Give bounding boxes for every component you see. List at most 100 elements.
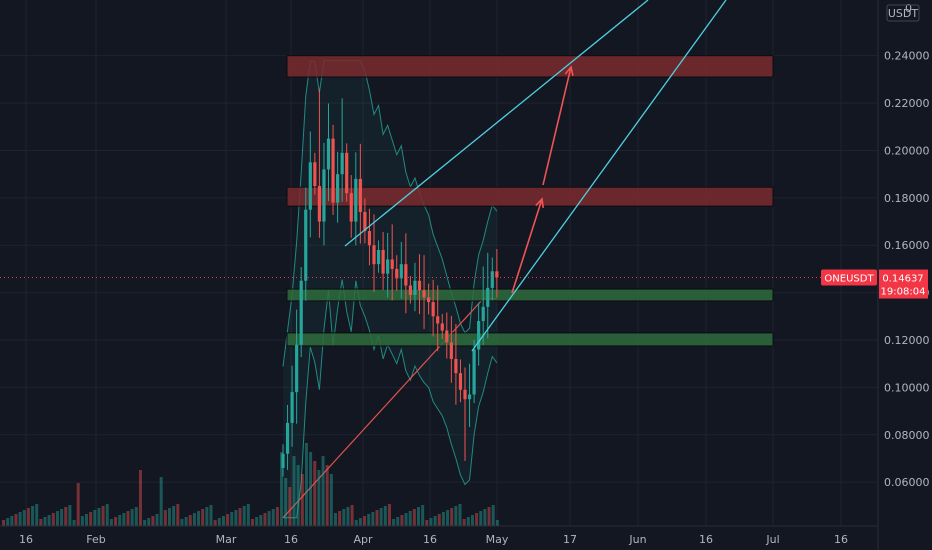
time-tick-label: Jun (628, 533, 646, 546)
candle-body (431, 302, 435, 317)
volume-bar (180, 519, 184, 526)
candle-body (317, 185, 321, 222)
volume-bar (313, 461, 317, 526)
volume-bar (101, 506, 105, 526)
volume-bar (412, 509, 416, 526)
currency-badge[interactable] (886, 4, 920, 22)
volume-bar (342, 509, 346, 526)
time-tick-label: Feb (86, 533, 105, 546)
candle-body (290, 392, 294, 423)
volume-bar (334, 513, 337, 526)
volume-bar (93, 510, 97, 526)
volume-bar (163, 510, 167, 526)
price-tick-label: 0.24000 (884, 50, 930, 63)
candle-body (399, 264, 403, 279)
price-tick-label: 0.10000 (884, 381, 930, 394)
volume-bar (350, 505, 354, 526)
volume-bar (76, 483, 80, 526)
volume-bar (188, 515, 192, 526)
candle-body (427, 297, 431, 303)
candle-body (285, 422, 290, 454)
volume-bar (176, 504, 180, 526)
volume-bar (43, 517, 47, 526)
price-tick-label: 0.18000 (884, 192, 930, 205)
time-tick-label: Apr (353, 533, 373, 546)
volume-bar (325, 465, 329, 526)
volume-bar (105, 504, 109, 526)
volume-bar (392, 519, 396, 526)
volume-bar (387, 504, 391, 526)
volume-bar (292, 456, 296, 526)
volume-bar (201, 509, 205, 526)
trendline-upper[interactable] (344, 0, 649, 247)
candle-body (345, 152, 349, 194)
volume-bar (226, 514, 230, 526)
volume-bar (97, 508, 101, 526)
time-tick-label: Jul (765, 533, 779, 546)
price-badge[interactable] (879, 269, 928, 299)
volume-bar (329, 474, 333, 526)
volume-bar (271, 509, 275, 526)
volume-bar (246, 504, 250, 526)
price-tick-label: 0.16000 (884, 239, 930, 252)
volume-bar (321, 456, 325, 526)
price-tick-label: 0.20000 (884, 144, 930, 157)
time-tick-label: 17 (563, 533, 577, 546)
volume-bar (483, 509, 487, 526)
volume-bar (433, 516, 437, 526)
candle-body (308, 162, 312, 210)
moving-average-line (282, 298, 497, 519)
volume-bar (383, 506, 387, 526)
trendline-lower[interactable] (471, 0, 727, 352)
resistance-zone[interactable] (286, 186, 774, 207)
projection-arrow-1[interactable] (511, 198, 543, 294)
volume-bar (89, 512, 93, 526)
volume-bar (304, 443, 308, 526)
candle-body (326, 138, 331, 170)
time-tick-label: 16 (284, 533, 298, 546)
volume-bar (354, 520, 358, 526)
candle-body (477, 321, 481, 350)
price-tick-label: 0.08000 (884, 429, 930, 442)
price-tick-label: 0.06000 (884, 476, 930, 489)
candle-body (340, 152, 344, 175)
candle-body (295, 344, 299, 393)
volume-bar (358, 518, 362, 526)
candle-body (458, 373, 463, 390)
time-tick-label: 16 (423, 533, 437, 546)
volume-bar (209, 505, 213, 526)
candle-body (495, 271, 499, 278)
volume-bar (296, 465, 300, 526)
volume-bar (138, 470, 142, 526)
volume-bar (242, 506, 246, 526)
volume-bar (114, 517, 118, 526)
bollinger-lower-line (283, 279, 498, 519)
symbol-badge[interactable] (821, 269, 877, 286)
volume-bar (454, 506, 458, 526)
volume-bar (26, 508, 30, 526)
volume-bar (197, 511, 201, 526)
projection-arrow-2[interactable] (542, 66, 572, 186)
support-zone[interactable] (286, 288, 774, 302)
volume-bar (118, 515, 122, 526)
candle-body (490, 271, 494, 288)
candle-body (472, 349, 476, 395)
candle-body (299, 280, 303, 345)
volume-bar (251, 519, 254, 526)
volume-bar (300, 474, 304, 526)
price-tick-label: 0.22000 (884, 97, 930, 110)
volume-bar (168, 508, 171, 526)
volume-bar (35, 504, 39, 526)
resistance-zone[interactable] (286, 55, 774, 78)
candle-body (363, 212, 367, 232)
candle-body (454, 358, 458, 374)
volume-bar (151, 516, 155, 526)
volume-bar (134, 507, 138, 526)
volume-bar (31, 506, 35, 526)
volume-bar (126, 511, 130, 526)
candle-body (440, 323, 444, 331)
support-zone[interactable] (286, 332, 774, 347)
candle-body (481, 306, 485, 322)
